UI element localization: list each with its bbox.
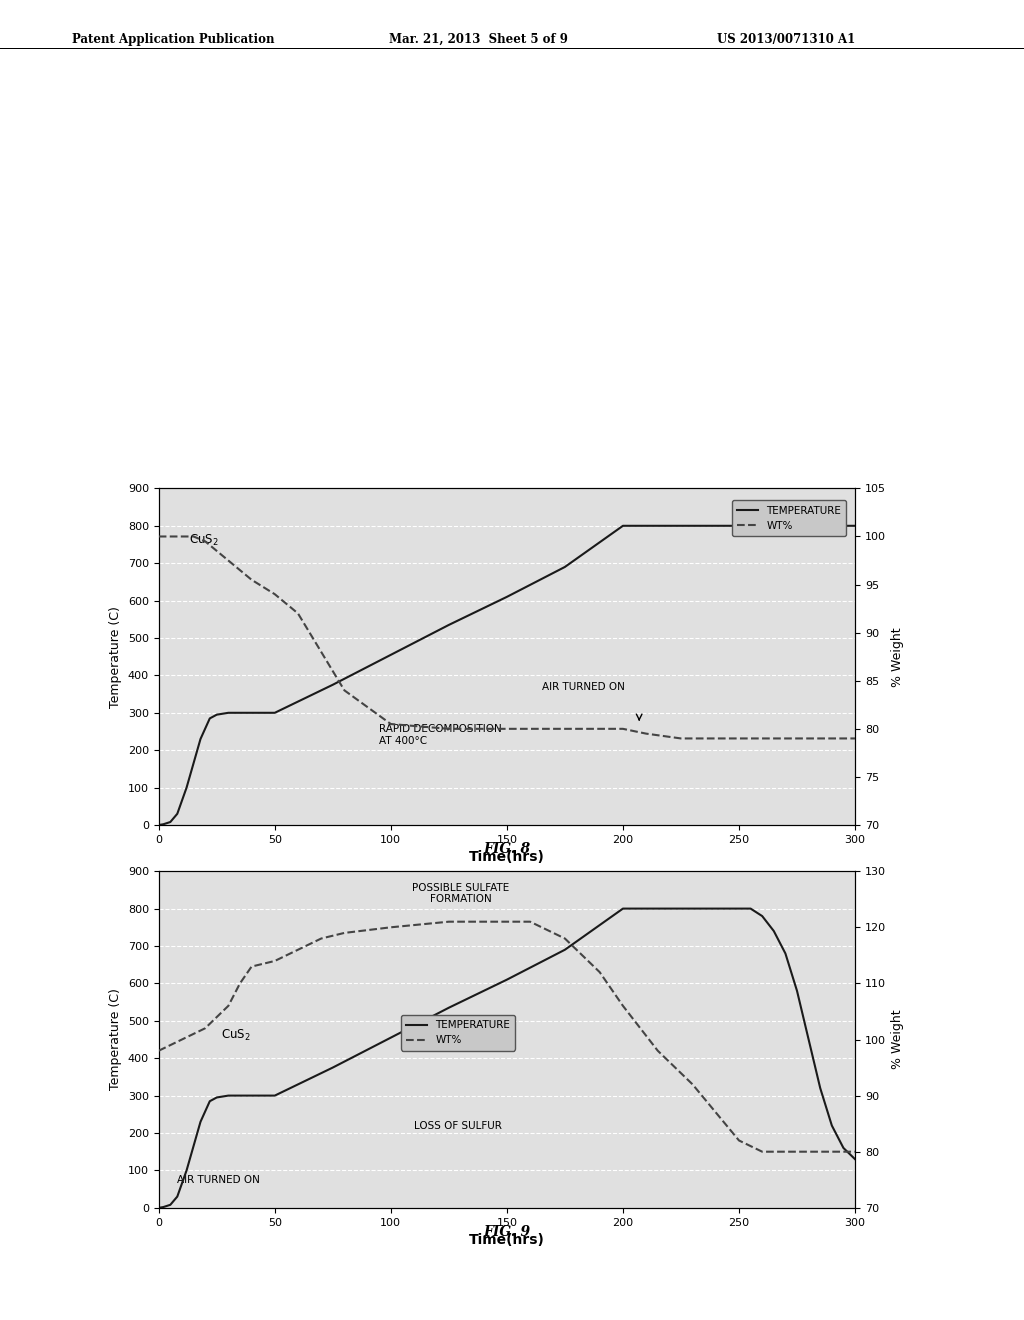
Text: AIR TURNED ON: AIR TURNED ON: [177, 1175, 260, 1185]
Text: Patent Application Publication: Patent Application Publication: [72, 33, 274, 46]
Text: FIG. 9: FIG. 9: [483, 1225, 530, 1239]
Legend: TEMPERATURE, WT%: TEMPERATURE, WT%: [732, 500, 847, 536]
Text: Mar. 21, 2013  Sheet 5 of 9: Mar. 21, 2013 Sheet 5 of 9: [389, 33, 568, 46]
Y-axis label: Temperature (C): Temperature (C): [110, 606, 122, 708]
Text: US 2013/0071310 A1: US 2013/0071310 A1: [717, 33, 855, 46]
X-axis label: Time(hrs): Time(hrs): [469, 1233, 545, 1247]
Text: CuS$_2$: CuS$_2$: [188, 533, 218, 548]
Y-axis label: % Weight: % Weight: [892, 1010, 904, 1069]
Legend: TEMPERATURE, WT%: TEMPERATURE, WT%: [401, 1015, 515, 1051]
Y-axis label: Temperature (C): Temperature (C): [110, 989, 122, 1090]
Text: POSSIBLE SULFATE
FORMATION: POSSIBLE SULFATE FORMATION: [412, 883, 509, 904]
X-axis label: Time(hrs): Time(hrs): [469, 850, 545, 865]
Text: CuS$_2$: CuS$_2$: [221, 1028, 251, 1043]
Text: RAPID DECOMPOSITION
AT 400°C: RAPID DECOMPOSITION AT 400°C: [379, 725, 502, 746]
Text: LOSS OF SULFUR: LOSS OF SULFUR: [414, 1121, 502, 1130]
Y-axis label: % Weight: % Weight: [891, 627, 904, 686]
Text: FIG. 8: FIG. 8: [483, 842, 530, 857]
Text: AIR TURNED ON: AIR TURNED ON: [542, 681, 625, 692]
